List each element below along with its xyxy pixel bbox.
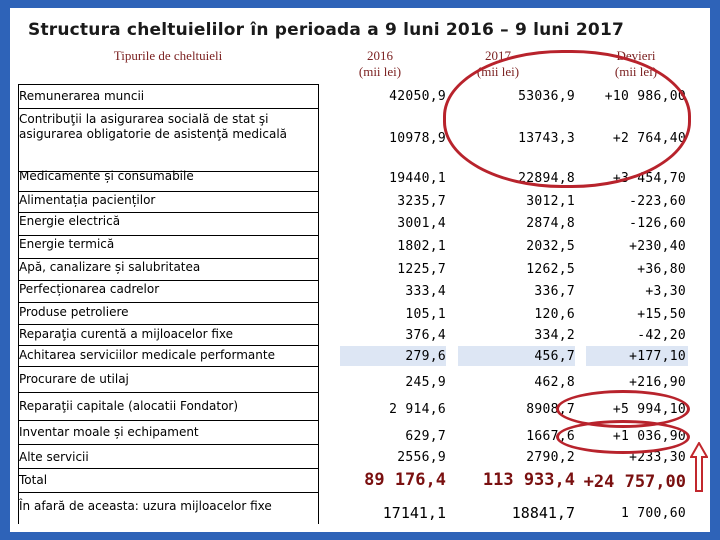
value-deviation: +216,90 <box>629 375 686 390</box>
row-rule <box>18 258 318 259</box>
value-2017: 3012,1 <box>526 194 575 209</box>
row-label: Alte servicii <box>19 450 89 464</box>
value-2016: 1802,1 <box>397 239 446 254</box>
row-label: Inventar moale și echipament <box>19 425 199 439</box>
highlight-cell-dev <box>586 346 688 366</box>
value-2016: 3001,4 <box>397 216 446 231</box>
row-label: Produse petroliere <box>19 305 129 319</box>
row-rule <box>18 392 318 393</box>
value-deviation: -126,60 <box>629 216 686 231</box>
value-2016: 105,1 <box>405 307 446 322</box>
row-rule <box>18 84 318 85</box>
header-2016-unit: (mii lei) <box>358 64 402 79</box>
frame-right-border <box>710 0 720 540</box>
frame-left-border <box>0 0 10 540</box>
page-title: Structura cheltuielilor în perioada a 9 … <box>28 20 624 40</box>
row-rule <box>18 302 318 303</box>
value-2016: 245,9 <box>405 375 446 390</box>
value-2017: 18841,7 <box>511 504 575 522</box>
value-2017: 456,7 <box>534 349 575 364</box>
value-deviation: 1 700,60 <box>620 506 686 521</box>
row-label: Procurare de utilaj <box>19 372 129 386</box>
value-deviation: -223,60 <box>629 194 686 209</box>
row-rule <box>18 420 318 421</box>
value-2017: 462,8 <box>534 375 575 390</box>
value-2016: 1225,7 <box>397 262 446 277</box>
row-rule <box>18 108 318 109</box>
value-2016: 19440,1 <box>389 171 446 186</box>
value-deviation: +230,40 <box>629 239 686 254</box>
increase-arrow-icon <box>690 442 708 492</box>
total-2017: 113 933,4 <box>482 470 575 490</box>
total-label: Total <box>19 473 48 487</box>
column-rule <box>318 84 319 524</box>
value-2017: 2032,5 <box>526 239 575 254</box>
expenses-table: Tipurile de cheltuieli 2016 (mii lei) 20… <box>18 44 708 528</box>
frame-top-border <box>0 0 720 8</box>
row-rule <box>18 492 318 493</box>
row-label: Energie termică <box>19 237 115 251</box>
row-label: Alimentația pacienților <box>19 193 156 207</box>
value-2016: 10978,9 <box>389 131 446 146</box>
value-2016: 17141,1 <box>382 504 446 522</box>
row-label: Achitarea serviciilor medicale performan… <box>19 348 275 362</box>
row-label: Contribuţii la asigurarea socială de sta… <box>19 112 288 141</box>
value-deviation: +3,30 <box>645 284 686 299</box>
value-deviation: +36,80 <box>637 262 686 277</box>
column-rule <box>18 84 19 524</box>
value-2016: 3235,7 <box>397 194 446 209</box>
row-rule <box>18 212 318 213</box>
highlight-cell-2016 <box>340 346 446 366</box>
row-rule <box>18 171 318 172</box>
row-rule <box>18 366 318 367</box>
frame-bottom-border <box>0 532 720 540</box>
value-2016: 2 914,6 <box>389 402 446 417</box>
value-2017: 2790,2 <box>526 450 575 465</box>
value-2017: 334,2 <box>534 328 575 343</box>
value-2016: 2556,9 <box>397 450 446 465</box>
row-label: Apă, canalizare și salubritatea <box>19 260 201 274</box>
row-label: Medicamente și consumabile <box>19 169 194 183</box>
total-2016: 89 176,4 <box>364 470 446 490</box>
total-deviation: +24 757,00 <box>583 472 686 492</box>
value-2017: 1262,5 <box>526 262 575 277</box>
highlight-oval-header <box>443 50 691 188</box>
value-deviation: -42,20 <box>637 328 686 343</box>
row-rule <box>18 191 318 192</box>
value-deviation: +233,30 <box>629 450 686 465</box>
row-rule <box>18 235 318 236</box>
value-2016: 629,7 <box>405 429 446 444</box>
header-types: Tipurile de cheltuieli <box>113 48 223 63</box>
value-2016: 42050,9 <box>389 89 446 104</box>
row-rule <box>18 280 318 281</box>
value-2017: 336,7 <box>534 284 575 299</box>
value-2016: 376,4 <box>405 328 446 343</box>
highlight-oval-inventory <box>556 420 690 454</box>
header-2016-year: 2016 <box>367 48 393 63</box>
row-label: În afară de aceasta: uzura mijloacelor f… <box>19 499 272 513</box>
row-rule <box>18 468 318 469</box>
row-label: Reparaţii capitale (alocatii Fondator) <box>19 399 239 413</box>
row-label: Perfecționarea cadrelor <box>19 282 160 296</box>
value-2017: 120,6 <box>534 307 575 322</box>
value-deviation: +15,50 <box>637 307 686 322</box>
value-2016: 279,6 <box>405 349 446 364</box>
row-rule <box>18 345 318 346</box>
highlight-cell-2017 <box>458 346 575 366</box>
value-2017: 2874,8 <box>526 216 575 231</box>
value-deviation: +177,10 <box>629 349 686 364</box>
row-rule <box>18 324 318 325</box>
row-label: Energie electrică <box>19 214 121 228</box>
row-label: Reparaţia curentă a mijloacelor fixe <box>19 327 234 341</box>
row-rule <box>18 444 318 445</box>
row-label: Remunerarea muncii <box>19 89 145 103</box>
value-2016: 333,4 <box>405 284 446 299</box>
